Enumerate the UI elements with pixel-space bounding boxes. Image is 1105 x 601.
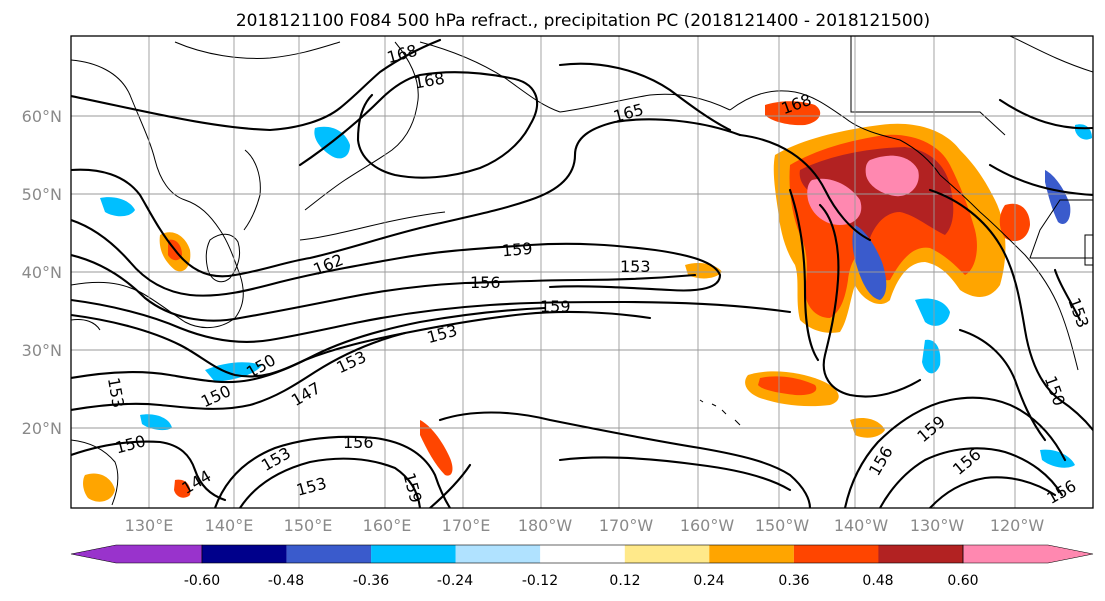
lat-label: 40°N bbox=[22, 263, 62, 282]
colorbar-cell bbox=[540, 545, 625, 563]
neg-precip-g bbox=[1040, 449, 1075, 468]
lon-label: 170°E bbox=[442, 516, 491, 535]
colorbar-tick-label: -0.48 bbox=[268, 573, 304, 589]
neg-precip-h bbox=[140, 414, 172, 431]
precip-small-c bbox=[83, 473, 115, 502]
colorbar-cell bbox=[878, 545, 963, 563]
neg-precip-d bbox=[915, 298, 950, 326]
map-frame bbox=[70, 35, 1094, 509]
extreme-precip bbox=[807, 178, 862, 225]
extreme-precip-2 bbox=[865, 155, 919, 197]
longitude-labels: 130°E 140°E 150°E 160°E 170°E 180°W 170°… bbox=[125, 516, 1045, 535]
colorbar-tick-label: 0.48 bbox=[862, 573, 893, 589]
lon-label: 150°E bbox=[284, 516, 333, 535]
lon-label: 140°W bbox=[834, 516, 889, 535]
colorbar-frame bbox=[201, 544, 964, 564]
colorbar-cell bbox=[624, 545, 710, 563]
colorbar-tick-labels: -0.60 -0.48 -0.36 -0.24 -0.12 0.12 0.24 … bbox=[184, 573, 979, 589]
lon-label: 180°W bbox=[518, 516, 573, 535]
colorbar-cell bbox=[70, 544, 203, 564]
colorbar-tick-label: -0.60 bbox=[184, 573, 220, 589]
lon-label: 150°W bbox=[755, 516, 810, 535]
colorbar-tick-label: -0.36 bbox=[353, 573, 389, 589]
contour-label: 159 bbox=[540, 297, 571, 316]
lat-label: 60°N bbox=[22, 107, 62, 126]
map-panel: 168 168 165 168 162 159 153 156 159 153 … bbox=[70, 35, 1094, 509]
lon-label: 130°E bbox=[125, 516, 174, 535]
colorbar-cell bbox=[455, 545, 541, 563]
colorbar-tick-label: 0.24 bbox=[693, 573, 724, 589]
colorbar-cell bbox=[202, 545, 287, 563]
neg-precip-e bbox=[922, 339, 941, 374]
lon-label: 140°E bbox=[205, 516, 254, 535]
colorbar-cell bbox=[371, 545, 456, 563]
refractivity-contours bbox=[71, 38, 1093, 508]
precip-small-b bbox=[174, 479, 191, 498]
negative-precip-bc bbox=[1045, 170, 1071, 225]
contour-label: 156 bbox=[343, 433, 374, 452]
contour-label: 153 bbox=[620, 257, 651, 276]
precip-southeast-core bbox=[758, 376, 817, 396]
contour-label: 156 bbox=[470, 273, 501, 292]
lon-label: 160°E bbox=[363, 516, 412, 535]
lon-label: 120°W bbox=[990, 516, 1045, 535]
colorbar-tick-label: -0.12 bbox=[522, 573, 558, 589]
lon-label: 170°W bbox=[599, 516, 654, 535]
precip-dateline-low bbox=[420, 420, 453, 476]
negative-precip-streak bbox=[852, 225, 887, 300]
graticule bbox=[71, 36, 1093, 508]
lat-label: 20°N bbox=[22, 419, 62, 438]
colorbar-cell bbox=[286, 545, 372, 563]
latitude-labels: 60°N 50°N 40°N 30°N 20°N bbox=[22, 107, 62, 438]
lat-label: 50°N bbox=[22, 185, 62, 204]
colorbar-tick-label: 0.60 bbox=[947, 573, 978, 589]
lat-label: 30°N bbox=[22, 341, 62, 360]
contour-label: 159 bbox=[501, 239, 533, 261]
colorbar-tick-label: 0.36 bbox=[778, 573, 809, 589]
map-title: 2018121100 F084 500 hPa refract., precip… bbox=[236, 11, 930, 31]
colorbar-cell bbox=[709, 545, 794, 563]
colorbar-cell bbox=[962, 544, 1094, 564]
neg-precip-c bbox=[205, 362, 262, 382]
colorbar: -0.60 -0.48 -0.36 -0.24 -0.12 0.12 0.24 … bbox=[70, 544, 1094, 589]
colorbar-cells bbox=[70, 544, 1094, 564]
colorbar-tick-label: 0.12 bbox=[609, 573, 640, 589]
colorbar-tick-label: -0.24 bbox=[437, 573, 473, 589]
lon-label: 130°W bbox=[910, 516, 965, 535]
colorbar-cell bbox=[793, 545, 879, 563]
neg-precip-b bbox=[100, 197, 135, 217]
lon-label: 160°W bbox=[680, 516, 735, 535]
